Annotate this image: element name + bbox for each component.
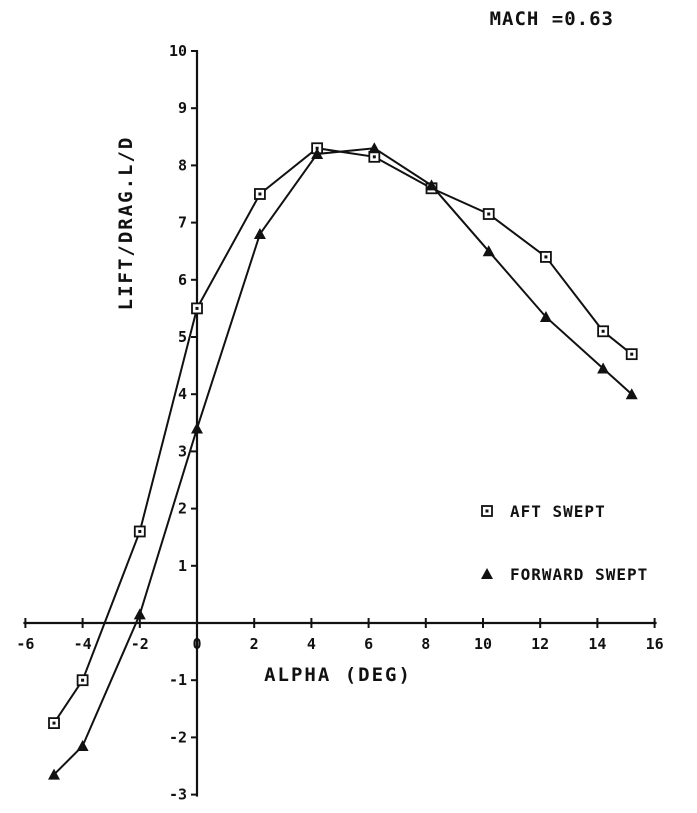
triangle-marker	[482, 245, 495, 257]
x-tick-label: 2	[250, 635, 259, 653]
square-marker-dot	[630, 352, 634, 356]
x-tick-label: -4	[74, 635, 92, 653]
square-marker-dot	[138, 529, 142, 533]
series-line	[53, 147, 633, 724]
y-tick-label: 8	[178, 156, 187, 174]
square-marker-dot	[195, 306, 199, 310]
series-layer	[48, 142, 638, 780]
x-tick-label: 14	[588, 635, 606, 653]
y-tick-label: 1	[178, 557, 187, 575]
x-ticks: -6 -4 -2 0 2 4 6 8 10 12 14 16	[16, 618, 664, 653]
series-forward-swept	[48, 142, 638, 780]
y-tick-label: 4	[178, 385, 187, 403]
x-tick-label: 16	[646, 635, 664, 653]
y-tick-label: -3	[169, 786, 187, 804]
triangle-marker	[133, 608, 146, 620]
y-tick-label: -1	[169, 671, 187, 689]
x-tick-label: 12	[531, 635, 549, 653]
square-marker-dot	[487, 212, 491, 216]
y-ticks: -3 -2 -1 1 2 3 4 5 6 7 8 9 10	[169, 42, 197, 804]
square-marker-dot	[601, 329, 605, 333]
legend: AFT SWEPT FORWARD SWEPT	[481, 502, 648, 584]
triangle-marker	[597, 362, 610, 374]
y-tick-label: 7	[178, 214, 187, 232]
y-tick-label: 6	[178, 271, 187, 289]
square-marker-dot	[81, 678, 85, 682]
triangle-marker	[191, 422, 203, 434]
y-tick-label: 5	[178, 328, 187, 346]
triangle-marker	[539, 310, 552, 322]
triangle-marker	[425, 179, 438, 191]
x-tick-label: 6	[364, 635, 373, 653]
x-tick-label: 8	[421, 635, 430, 653]
y-tick-label: 2	[178, 500, 187, 518]
triangle-marker	[253, 228, 266, 240]
legend-label: AFT SWEPT	[510, 502, 606, 521]
triangle-marker	[48, 768, 60, 780]
square-marker-dot	[52, 721, 56, 725]
triangle-marker	[368, 142, 381, 154]
x-axis-title: ALPHA (DEG)	[264, 664, 412, 686]
triangle-marker	[625, 388, 638, 400]
square-marker-dot	[544, 255, 548, 259]
square-marker-dot	[258, 192, 262, 196]
x-tick-label: -2	[131, 635, 149, 653]
triangle-marker	[76, 739, 89, 751]
triangle-marker	[311, 147, 324, 159]
square-marker-dot	[372, 155, 376, 159]
x-tick-label: 10	[474, 635, 492, 653]
legend-square-icon-dot	[485, 509, 489, 513]
y-tick-label: -2	[169, 728, 187, 746]
series-line	[53, 147, 633, 776]
x-tick-label: 4	[307, 635, 316, 653]
legend-label: FORWARD SWEPT	[510, 565, 648, 584]
x-tick-label: -6	[16, 635, 34, 653]
y-tick-label: 3	[178, 442, 187, 460]
x-tick-label: 0	[192, 635, 201, 653]
y-tick-label: 9	[178, 99, 187, 117]
y-tick-label: 10	[169, 42, 187, 60]
legend-triangle-icon	[481, 568, 493, 579]
y-axis-title: LIFT/DRAG.L/D	[115, 136, 137, 311]
mach-annotation: MACH =0.63	[490, 8, 614, 30]
